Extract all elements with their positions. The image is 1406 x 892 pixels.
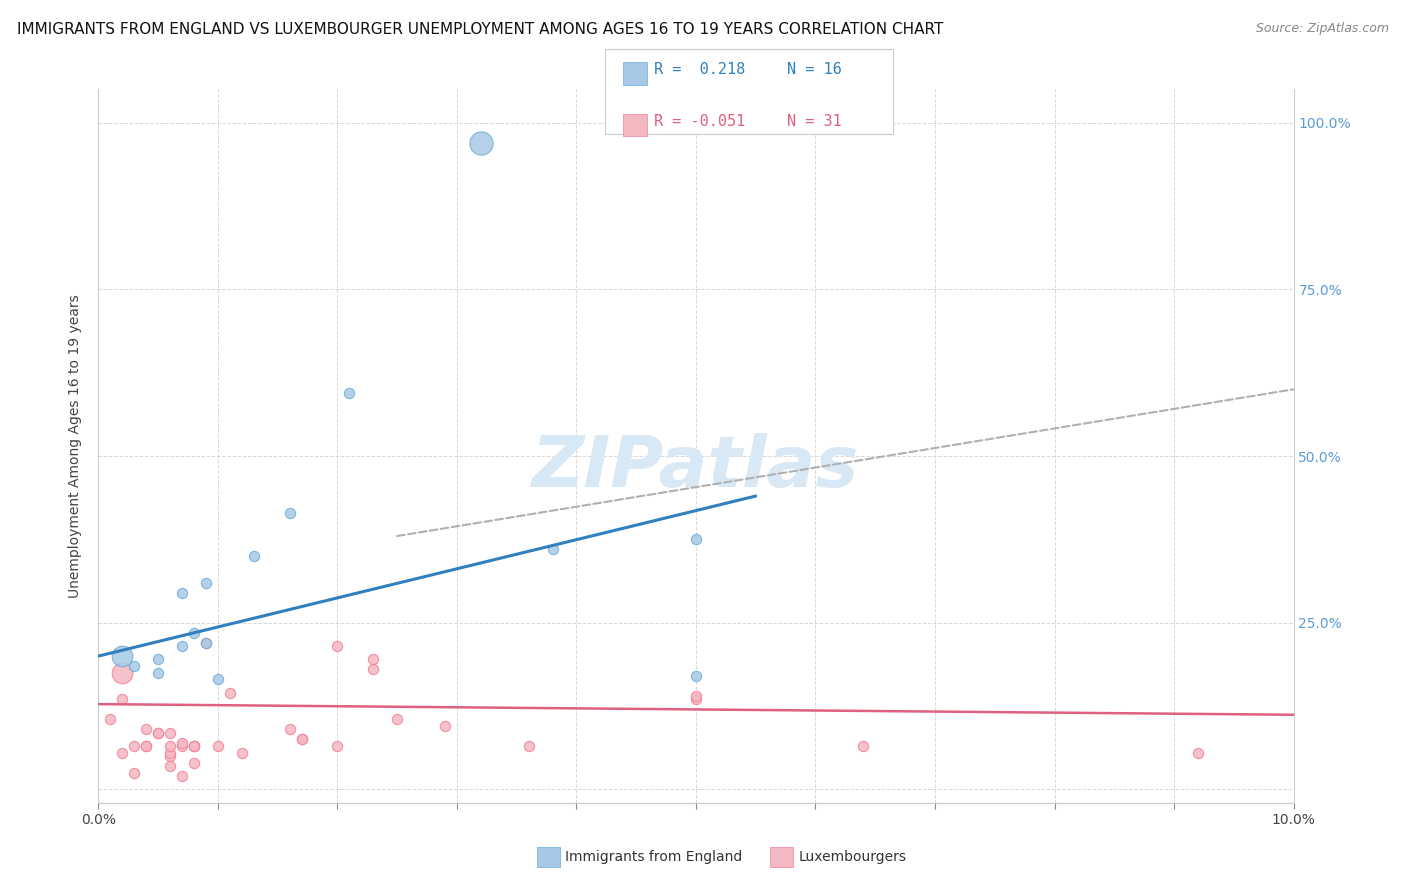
Point — [685, 689, 707, 703]
Point — [339, 385, 361, 400]
Point — [183, 756, 205, 770]
Point — [172, 585, 194, 599]
Point — [207, 739, 229, 753]
Point — [135, 723, 157, 737]
Point — [159, 749, 181, 764]
Point — [326, 639, 349, 653]
Point — [685, 533, 707, 547]
Point — [124, 739, 146, 753]
Point — [111, 692, 134, 706]
Point — [148, 652, 170, 666]
Text: N = 31: N = 31 — [787, 114, 842, 129]
Point — [148, 665, 170, 680]
Point — [124, 659, 146, 673]
Point — [124, 765, 146, 780]
Point — [685, 669, 707, 683]
Point — [172, 639, 194, 653]
Point — [278, 723, 301, 737]
Point — [195, 636, 218, 650]
Point — [363, 652, 385, 666]
Point — [135, 739, 157, 753]
Point — [243, 549, 266, 563]
Y-axis label: Unemployment Among Ages 16 to 19 years: Unemployment Among Ages 16 to 19 years — [69, 294, 83, 598]
Point — [148, 725, 170, 739]
Point — [195, 575, 218, 590]
Text: R = -0.051: R = -0.051 — [654, 114, 745, 129]
Point — [172, 739, 194, 753]
Text: IMMIGRANTS FROM ENGLAND VS LUXEMBOURGER UNEMPLOYMENT AMONG AGES 16 TO 19 YEARS C: IMMIGRANTS FROM ENGLAND VS LUXEMBOURGER … — [17, 22, 943, 37]
Point — [1187, 746, 1209, 760]
Point — [183, 739, 205, 753]
Point — [470, 136, 492, 150]
Point — [159, 759, 181, 773]
Point — [148, 725, 170, 739]
Point — [434, 719, 457, 733]
Point — [207, 673, 229, 687]
Text: Source: ZipAtlas.com: Source: ZipAtlas.com — [1256, 22, 1389, 36]
Point — [685, 692, 707, 706]
Point — [852, 739, 875, 753]
Point — [111, 665, 134, 680]
Point — [541, 542, 564, 557]
Point — [172, 736, 194, 750]
Point — [385, 713, 409, 727]
Point — [183, 625, 205, 640]
Text: ZIPatlas: ZIPatlas — [533, 433, 859, 502]
Point — [326, 739, 349, 753]
Point — [291, 732, 314, 747]
Text: Luxembourgers: Luxembourgers — [799, 850, 907, 864]
Point — [159, 739, 181, 753]
Point — [278, 506, 301, 520]
Point — [517, 739, 540, 753]
Point — [183, 739, 205, 753]
Text: Immigrants from England: Immigrants from England — [565, 850, 742, 864]
Point — [231, 746, 253, 760]
Point — [195, 636, 218, 650]
Point — [111, 746, 134, 760]
Point — [172, 769, 194, 783]
Point — [159, 746, 181, 760]
Text: N = 16: N = 16 — [787, 62, 842, 78]
Point — [159, 725, 181, 739]
Point — [98, 713, 122, 727]
Point — [363, 662, 385, 676]
Point — [219, 686, 242, 700]
Point — [135, 739, 157, 753]
Point — [183, 739, 205, 753]
Point — [111, 649, 134, 664]
Point — [291, 732, 314, 747]
Text: R =  0.218: R = 0.218 — [654, 62, 745, 78]
